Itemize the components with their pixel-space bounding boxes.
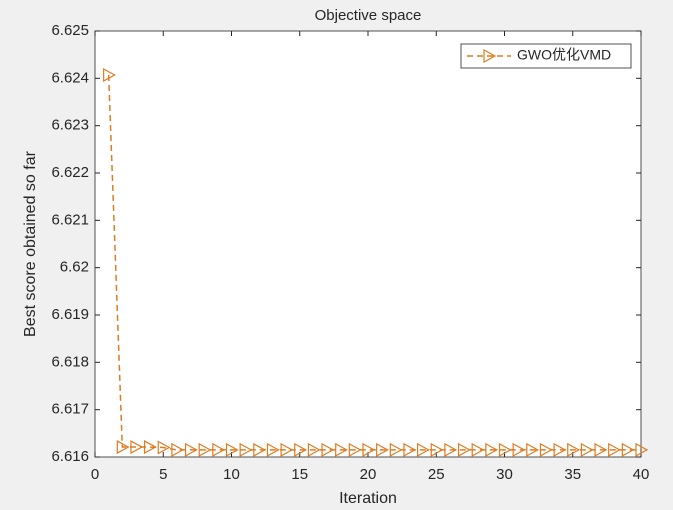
- marker: [225, 442, 239, 457]
- x-tick-label: 15: [291, 466, 308, 483]
- marker: [307, 442, 321, 457]
- y-tick-label: 6.618: [51, 353, 89, 370]
- y-tick-label: 6.616: [51, 448, 89, 465]
- x-tick-label: 35: [564, 466, 581, 483]
- marker: [553, 442, 567, 457]
- x-tick-label: 5: [159, 466, 167, 483]
- y-tick-label: 6.619: [51, 306, 89, 323]
- marker: [212, 442, 226, 457]
- marker: [266, 442, 280, 457]
- marker: [526, 442, 540, 457]
- marker: [430, 442, 444, 457]
- marker: [567, 442, 581, 457]
- marker: [157, 440, 171, 455]
- x-tick-label: 25: [428, 466, 445, 483]
- y-tick-label: 6.623: [51, 117, 89, 134]
- x-tick-label: 10: [223, 466, 240, 483]
- marker: [512, 442, 526, 457]
- marker: [362, 442, 376, 457]
- marker: [198, 442, 212, 457]
- marker: [171, 442, 185, 457]
- y-tick-label: 6.622: [51, 164, 89, 181]
- marker: [608, 442, 621, 457]
- marker: [498, 442, 512, 457]
- marker: [376, 442, 389, 457]
- marker: [280, 442, 294, 457]
- x-tick-label: 40: [633, 466, 650, 483]
- y-tick-label: 6.625: [51, 22, 89, 39]
- marker: [130, 440, 144, 455]
- marker: [471, 442, 485, 457]
- marker: [417, 442, 430, 457]
- legend-label: GWO优化VMD: [517, 47, 611, 63]
- marker: [253, 442, 267, 457]
- marker: [580, 442, 594, 457]
- marker: [444, 442, 458, 457]
- marker: [635, 442, 649, 457]
- marker: [403, 442, 417, 457]
- marker: [294, 442, 308, 457]
- x-tick-label: 0: [91, 466, 99, 483]
- marker: [239, 442, 253, 457]
- plot-area: [94, 30, 642, 458]
- x-tick-label: 30: [496, 466, 513, 483]
- x-axis-label: Iteration: [339, 490, 397, 507]
- marker: [184, 442, 198, 457]
- marker: [103, 68, 116, 83]
- y-tick-label: 6.62: [60, 259, 89, 276]
- marker: [457, 442, 471, 457]
- marker: [335, 442, 348, 457]
- legend-marker: [483, 48, 497, 64]
- marker: [621, 442, 635, 457]
- marker: [594, 442, 608, 457]
- chart-title: Objective space: [315, 7, 422, 24]
- x-tick-label: 20: [360, 466, 377, 483]
- marker: [144, 440, 157, 455]
- y-tick-label: 6.621: [51, 211, 89, 228]
- marker: [539, 442, 553, 457]
- marker: [389, 442, 403, 457]
- marker: [485, 442, 499, 457]
- y-tick-label: 6.617: [51, 401, 89, 418]
- marker: [348, 442, 362, 457]
- y-axis-label: Best score obtained so far: [22, 150, 39, 337]
- marker: [116, 440, 130, 455]
- marker: [321, 442, 335, 457]
- y-tick-label: 6.624: [51, 69, 89, 86]
